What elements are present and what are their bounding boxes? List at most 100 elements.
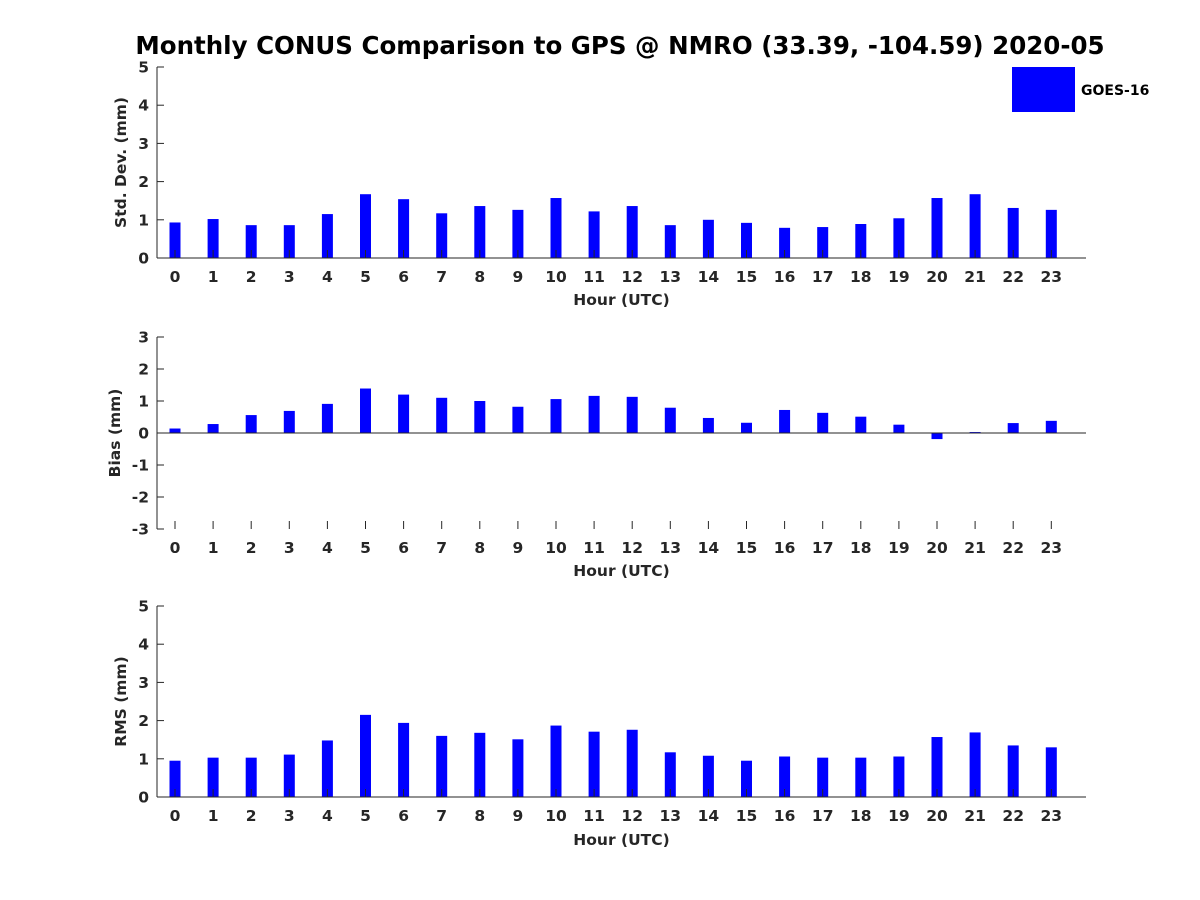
rms-x-axis-label: Hour (UTC) [573, 831, 669, 849]
rms-bar-hour-0 [169, 760, 181, 797]
bias-bar-hour-6 [398, 394, 410, 433]
bias-bar-hour-0 [169, 428, 181, 433]
std-dev-bar-hour-16 [779, 227, 791, 258]
rms-x-tick-label: 15 [736, 807, 758, 825]
bias-bar-hour-22 [1007, 423, 1019, 433]
bias-x-tick-label: 16 [774, 539, 796, 557]
rms-x-tick-label: 1 [208, 807, 219, 825]
std-dev-x-tick-label: 4 [322, 268, 333, 286]
bias-x-tick-label: 21 [964, 539, 986, 557]
bias-bar-hour-12 [626, 396, 638, 433]
bias-y-axis-label: Bias (mm) [106, 389, 124, 478]
std-dev-bar-hour-10 [550, 198, 562, 258]
std-dev-bar-hour-5 [360, 194, 371, 258]
rms-x-tick-label: 17 [812, 807, 834, 825]
rms-x-tick-label: 2 [246, 807, 257, 825]
std-dev-x-tick-label: 8 [474, 268, 485, 286]
std-dev-bar-hour-1 [207, 219, 219, 258]
std-dev-x-tick-label: 16 [774, 268, 796, 286]
bias-x-tick-label: 17 [812, 539, 834, 557]
rms-bar-hour-18 [855, 757, 867, 797]
std-dev-x-tick-label: 11 [583, 268, 605, 286]
rms-y-tick-label: 2 [138, 712, 149, 730]
bias-bar-hour-23 [1045, 420, 1057, 433]
rms-x-tick-label: 13 [660, 807, 682, 825]
rms-bar-hour-9 [512, 739, 524, 797]
rms-y-tick-label: 3 [138, 674, 149, 692]
std-dev-bar-hour-6 [398, 199, 410, 258]
rms-bar-hour-14 [702, 755, 714, 797]
std-dev-bar-hour-4 [321, 214, 333, 258]
rms-bar-hour-20 [931, 737, 943, 797]
rms-bar-hour-12 [626, 729, 638, 797]
std-dev-bar-hour-17 [817, 227, 829, 258]
bias-bar-hour-2 [245, 415, 257, 433]
rms-x-tick-label: 0 [170, 807, 181, 825]
rms-bar-hour-15 [741, 760, 752, 797]
bias-bar-hour-14 [702, 417, 714, 433]
bias-x-tick-label: 23 [1041, 539, 1063, 557]
std-dev-bar-hour-22 [1007, 207, 1019, 258]
std-dev-x-tick-label: 12 [621, 268, 643, 286]
rms-y-tick-label: 1 [138, 750, 149, 768]
std-dev-x-tick-label: 2 [246, 268, 257, 286]
rms-x-tick-label: 12 [621, 807, 643, 825]
rms-x-tick-label: 4 [322, 807, 333, 825]
std-dev-bar-hour-20 [931, 198, 943, 258]
bias-x-tick-label: 5 [360, 539, 371, 557]
rms-bar-hour-2 [245, 757, 257, 797]
rms-y-axis-label: RMS (mm) [112, 656, 130, 746]
std-dev-x-tick-label: 5 [360, 268, 371, 286]
rms-x-tick-label: 8 [474, 807, 485, 825]
bias-x-tick-label: 10 [545, 539, 567, 557]
rms-bar-hour-5 [360, 714, 371, 797]
bias-bar-hour-18 [855, 416, 867, 433]
bias-x-tick-label: 4 [322, 539, 333, 557]
rms-x-tick-label: 5 [360, 807, 371, 825]
std-dev-bar-hour-14 [702, 219, 714, 258]
std-dev-y-tick-label: 2 [138, 173, 149, 191]
std-dev-bar-hour-11 [588, 211, 600, 258]
std-dev-x-tick-label: 13 [660, 268, 682, 286]
bias-y-tick-label: -2 [132, 489, 149, 507]
rms-bar-hour-16 [779, 756, 791, 797]
figure-title: Monthly CONUS Comparison to GPS @ NMRO (… [135, 31, 1104, 60]
std-dev-bar-hour-21 [969, 194, 981, 258]
bias-y-tick-label: 2 [138, 361, 149, 379]
std-dev-y-tick-label: 3 [138, 135, 149, 153]
std-dev-x-tick-label: 23 [1041, 268, 1063, 286]
bias-x-tick-label: 13 [660, 539, 682, 557]
rms-bar-hour-6 [398, 722, 410, 797]
bias-y-tick-label: 3 [138, 329, 149, 347]
rms-bar-hour-19 [893, 756, 905, 797]
rms-bar-hour-11 [588, 731, 600, 797]
bias-y-tick-label: -3 [132, 521, 149, 539]
rms-x-tick-label: 6 [398, 807, 409, 825]
std-dev-bar-hour-7 [436, 213, 448, 258]
rms-bar-hour-8 [474, 732, 486, 797]
rms-y-tick-label: 0 [138, 789, 149, 807]
rms-bar-hour-7 [436, 735, 448, 797]
legend: GOES-16 [1012, 67, 1149, 112]
std-dev-bar-hour-9 [512, 209, 524, 258]
std-dev-x-axis-label: Hour (UTC) [573, 291, 669, 309]
std-dev-bar-hour-8 [474, 206, 486, 258]
std-dev-x-tick-label: 18 [850, 268, 872, 286]
std-dev-x-tick-label: 20 [926, 268, 948, 286]
std-dev-bar-hour-15 [741, 222, 752, 258]
bias-x-tick-label: 3 [284, 539, 295, 557]
std-dev-bar-hour-18 [855, 224, 867, 258]
bias-x-tick-label: 9 [513, 539, 524, 557]
std-dev-x-tick-label: 22 [1002, 268, 1024, 286]
bias-bar-hour-17 [817, 412, 829, 433]
rms-x-tick-label: 9 [513, 807, 524, 825]
rms-bar-hour-22 [1007, 745, 1019, 797]
std-dev-y-tick-label: 5 [138, 59, 149, 77]
bias-x-tick-label: 22 [1002, 539, 1024, 557]
rms-x-tick-label: 14 [698, 807, 720, 825]
bias-x-tick-label: 11 [583, 539, 605, 557]
std-dev-bar-hour-13 [664, 225, 676, 258]
